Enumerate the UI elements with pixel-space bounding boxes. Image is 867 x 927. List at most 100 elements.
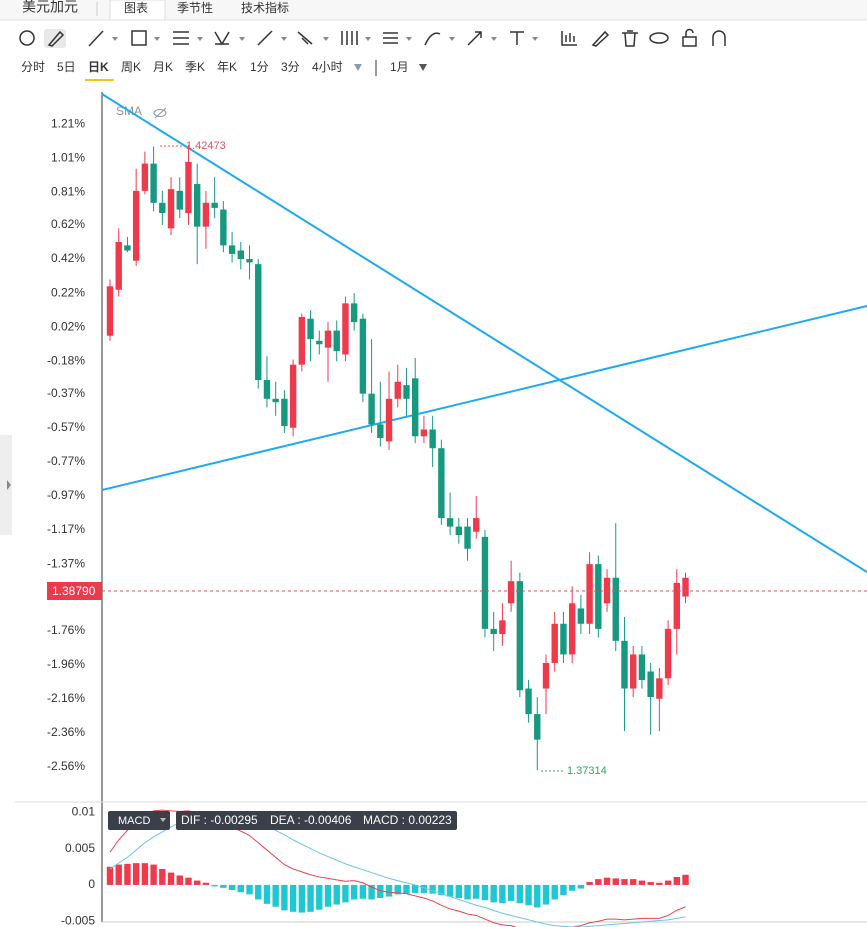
macd-bar [568,884,576,891]
macd-bar [246,884,253,895]
tool-icon[interactable] [649,32,669,44]
tab[interactable]: 图表 [124,1,148,15]
macd-bar [211,884,218,887]
candle-body [141,163,149,191]
macd-bar [141,863,149,885]
low-label: 1.37314 [567,765,607,777]
period[interactable]: 周K [121,60,141,74]
period[interactable]: 4小时 [312,60,343,74]
tool-icon[interactable] [591,30,610,47]
period[interactable]: 1月 [390,60,409,74]
candle-body [263,380,271,399]
period[interactable]: 季K [185,60,205,74]
macd-bar [577,884,585,889]
candle-body [359,318,367,394]
y-tick-label: 1.01% [51,151,85,165]
macd-bar [586,882,593,885]
y-tick-label: 0.02% [51,319,85,333]
y-tick-label: 1.21% [51,117,85,131]
tool-icon[interactable] [682,36,697,47]
macd-bar [167,872,175,885]
tool-icon[interactable] [88,30,104,47]
y-tick-label: -1.96% [47,657,85,671]
candle-body [682,577,689,597]
tool-icon[interactable] [19,30,35,46]
candle-body [568,603,576,655]
candle-body [647,671,654,698]
macd-bar [664,880,672,885]
candle-body [542,662,550,689]
tool-icon[interactable] [383,32,398,44]
macd-bar [228,884,236,891]
hide-icon[interactable] [153,107,167,119]
candle-body [237,250,244,260]
tool-icon[interactable] [561,31,577,46]
tool-icon[interactable] [297,31,313,45]
macd-bar [481,884,489,901]
dropdown-arrow[interactable] [354,64,362,71]
tool-icon[interactable] [424,32,441,46]
macd-bar [638,880,646,885]
legend-text: DIF : -0.00295 [181,813,258,827]
tool-icon[interactable] [622,30,638,47]
candle-body [194,184,201,227]
tab[interactable]: 季节性 [177,1,213,15]
price-tag-label: 1.38790 [52,584,96,598]
candle-body [438,448,445,519]
macd-bar [115,864,122,885]
tool-icon[interactable] [467,31,482,46]
candle-body [185,161,192,214]
side-collapse[interactable] [0,435,12,535]
tool-icon[interactable] [712,30,726,46]
tool-icon[interactable] [257,30,273,46]
macd-bar [185,877,192,885]
y-tick-label: -2.36% [47,725,85,739]
tool-icon[interactable] [214,31,230,46]
dropdown-arrow[interactable] [419,64,427,71]
tool-icon[interactable] [341,31,358,45]
candle-body [211,202,218,208]
period-active[interactable]: 日K [88,60,109,74]
period[interactable]: 5日 [57,60,76,74]
tab[interactable]: 技术指标 [241,0,289,15]
macd-bar [595,879,602,885]
period[interactable]: 月K [153,60,173,74]
period[interactable]: 3分 [281,60,300,74]
candle-body [324,330,332,348]
period[interactable]: 1分 [250,60,269,74]
dropdown-arrows [112,37,538,41]
candle-body [281,398,288,427]
drawing-toolbar [19,28,726,48]
period[interactable]: 分时 [21,60,45,74]
candle-body [159,202,166,214]
candle-body [124,245,131,251]
y-tick-label: 0.62% [51,217,85,231]
candle-body [377,424,384,438]
candle-body [612,577,619,641]
period[interactable]: 年K [217,60,237,74]
macd-badge[interactable] [108,811,170,830]
tool-icon[interactable] [510,31,524,45]
candle-body [150,163,157,203]
tool-icon[interactable] [47,30,65,47]
candle-body [412,378,419,437]
period-bar: 分时 5日 日K 周K 月K 季K 年K 1分 3分 4小时 1月 [21,60,427,81]
y-tick-label: -0.37% [47,386,85,400]
trend-line[interactable] [101,305,867,491]
macd-bar [289,884,297,912]
tool-icon [685,28,694,37]
trend-line[interactable] [101,93,867,573]
tool-icon[interactable] [173,31,189,45]
macd-bar [612,878,619,885]
macd-bar [682,874,689,885]
macd-bar [124,863,131,885]
macd-bar [202,882,210,885]
macd-bar [446,884,454,897]
tab[interactable]: 美元加元 [22,0,78,15]
macd-bar [560,884,567,896]
candle-body [595,564,602,629]
macd-bar [542,884,550,905]
macd-bar [342,884,349,903]
legend-text: MACD : 0.00223 [363,813,452,827]
tool-icon[interactable] [131,30,147,46]
